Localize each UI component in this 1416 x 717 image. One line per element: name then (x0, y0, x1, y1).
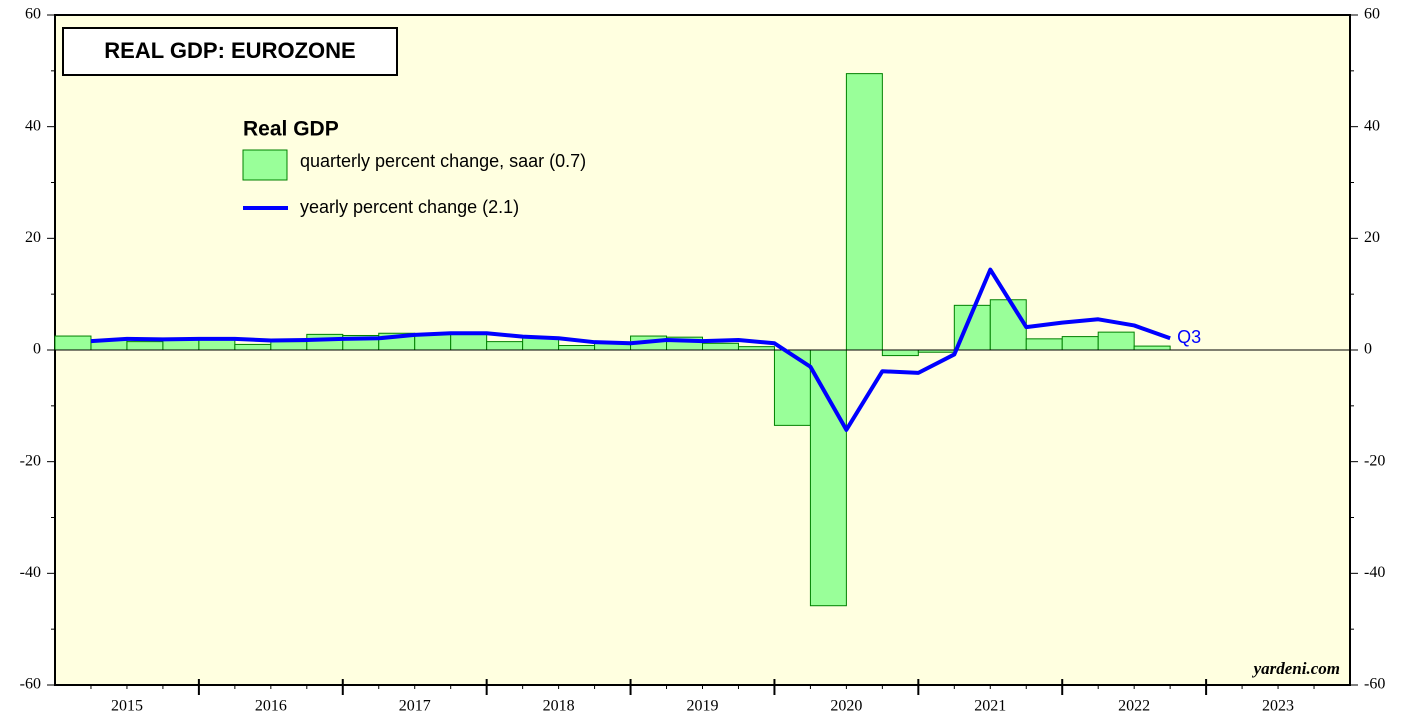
bar (234, 343, 272, 351)
title-box (62, 27, 398, 76)
y2-tick-label: -20 (1364, 452, 1385, 469)
bar (737, 346, 775, 351)
bar (414, 333, 452, 351)
chart-title: REAL GDP: EUROZONE (104, 38, 355, 63)
bar (1097, 331, 1135, 351)
bar (809, 349, 847, 607)
legend-label: yearly percent change (2.1) (300, 197, 519, 217)
legend-label: quarterly percent change, saar (0.7) (300, 151, 586, 171)
y2-tick-label: -60 (1364, 676, 1385, 693)
bar (702, 342, 739, 351)
bar (54, 335, 92, 351)
bar (162, 339, 200, 351)
bar (306, 333, 344, 351)
x-tick-label: 2017 (399, 698, 431, 715)
bar (450, 333, 488, 351)
bar (989, 299, 1027, 351)
y-tick-label: -20 (20, 452, 41, 469)
bar (1061, 336, 1099, 351)
line (90, 267, 1171, 432)
y-tick-label: 40 (25, 117, 41, 134)
x-tick-label: 2018 (543, 698, 575, 715)
legend-swatch (242, 149, 288, 181)
bar (126, 341, 164, 351)
y-tick-label: 0 (33, 341, 41, 358)
annotation: Q3 (1177, 327, 1201, 347)
y2-tick-label: 20 (1364, 229, 1380, 246)
x-tick-label: 2021 (974, 698, 1006, 715)
y2-tick-label: -40 (1364, 564, 1385, 581)
bar (486, 341, 524, 351)
x-tick-label: 2019 (687, 698, 719, 715)
x-tick-label: 2023 (1262, 698, 1294, 715)
legend-title: Real GDP (243, 118, 339, 141)
x-tick-label: 2015 (111, 698, 143, 715)
bar (270, 341, 308, 351)
x-tick-label: 2016 (255, 698, 287, 715)
bar (1133, 345, 1171, 351)
x-tick-label: 2020 (830, 698, 862, 715)
bar (845, 73, 883, 351)
y2-tick-label: 40 (1364, 117, 1380, 134)
y-tick-label: 60 (25, 6, 41, 23)
x-tick-label: 2022 (1118, 698, 1150, 715)
y-tick-label: 20 (25, 229, 41, 246)
bar (1025, 338, 1063, 351)
y2-tick-label: 0 (1364, 341, 1372, 358)
y-tick-label: -60 (20, 676, 41, 693)
y-tick-label: -40 (20, 564, 41, 581)
source: yardeni.com (1252, 659, 1340, 678)
bar (558, 345, 596, 351)
bar (881, 349, 919, 357)
y2-tick-label: 60 (1364, 6, 1380, 23)
